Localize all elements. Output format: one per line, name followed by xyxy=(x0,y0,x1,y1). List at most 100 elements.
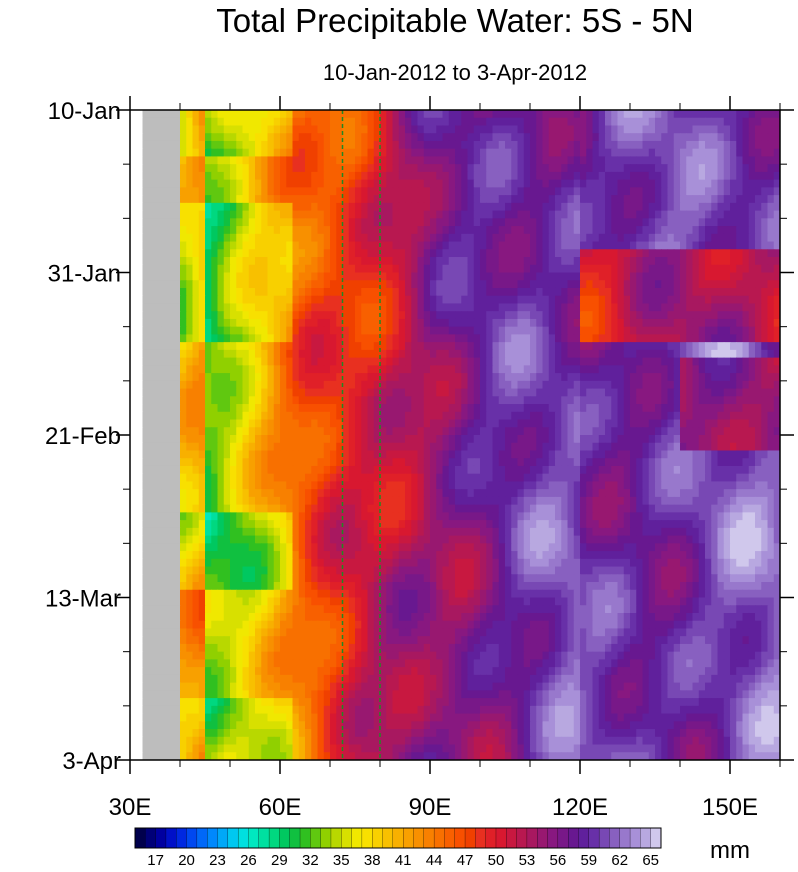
heatmap-cell xyxy=(142,388,150,397)
heatmap-cell xyxy=(292,295,300,305)
heatmap-cell xyxy=(180,303,187,312)
heatmap-cell xyxy=(661,388,669,397)
heatmap-cell xyxy=(467,125,475,134)
heatmap-cell xyxy=(423,450,431,459)
heatmap-cell xyxy=(586,435,594,444)
heatmap-cell xyxy=(498,318,506,328)
heatmap-cell xyxy=(273,241,281,250)
heatmap-cell xyxy=(730,365,737,374)
heatmap-cell xyxy=(561,241,569,250)
heatmap-cell xyxy=(611,380,619,390)
heatmap-cell xyxy=(342,117,350,127)
heatmap-cell xyxy=(155,318,162,328)
heatmap-cell xyxy=(336,396,344,405)
heatmap-cell xyxy=(198,450,206,459)
heatmap-cell xyxy=(392,233,400,243)
heatmap-cell xyxy=(736,125,744,134)
heatmap-cell xyxy=(280,202,287,212)
heatmap-cell xyxy=(648,218,656,227)
heatmap-cell xyxy=(180,311,187,320)
heatmap-cell xyxy=(536,380,544,390)
heatmap-cell xyxy=(467,202,475,212)
heatmap-cell xyxy=(317,373,325,382)
heatmap-cell xyxy=(348,411,356,421)
heatmap-cell xyxy=(711,450,719,459)
heatmap-cell xyxy=(742,110,750,119)
heatmap-cell xyxy=(680,334,687,343)
heatmap-cell xyxy=(223,241,231,250)
heatmap-cell xyxy=(586,257,594,266)
heatmap-cell xyxy=(355,365,362,374)
heatmap-cell xyxy=(136,481,144,490)
heatmap-cell xyxy=(605,241,612,250)
heatmap-cell xyxy=(261,202,269,212)
heatmap-cell xyxy=(461,241,469,250)
heatmap-cell xyxy=(717,210,725,219)
heatmap-cell xyxy=(705,210,712,219)
heatmap-cell xyxy=(330,117,337,127)
heatmap-cell xyxy=(530,465,537,475)
heatmap-cell xyxy=(561,473,569,483)
heatmap-cell xyxy=(498,442,506,452)
heatmap-cell xyxy=(567,179,575,188)
heatmap-cell xyxy=(761,357,769,366)
heatmap-cell xyxy=(442,404,450,413)
heatmap-cell xyxy=(305,117,312,127)
heatmap-cell xyxy=(130,303,137,312)
heatmap-cell xyxy=(248,450,256,459)
heatmap-cell xyxy=(711,473,719,483)
heatmap-cell xyxy=(723,218,731,227)
heatmap-cell xyxy=(180,140,187,150)
heatmap-cell xyxy=(405,264,412,274)
heatmap-cell xyxy=(723,148,731,158)
heatmap-cell xyxy=(198,435,206,444)
heatmap-cell xyxy=(136,442,144,452)
heatmap-cell xyxy=(686,318,694,328)
heatmap-cell xyxy=(698,133,706,142)
heatmap-cell xyxy=(617,450,625,459)
heatmap-cell xyxy=(361,241,369,250)
heatmap-cell xyxy=(555,148,562,158)
heatmap-cell xyxy=(267,458,275,467)
heatmap-cell xyxy=(311,411,319,421)
heatmap-cell xyxy=(311,210,319,219)
heatmap-cell xyxy=(523,272,531,281)
heatmap-cell xyxy=(261,427,269,436)
heatmap-cell xyxy=(223,287,231,297)
heatmap-cell xyxy=(348,380,356,390)
heatmap-cell xyxy=(498,342,506,351)
heatmap-cell xyxy=(448,435,456,444)
heatmap-cell xyxy=(555,226,562,235)
heatmap-cell xyxy=(336,164,344,173)
heatmap-cell xyxy=(692,435,700,444)
heatmap-cell xyxy=(561,202,569,212)
heatmap-cell xyxy=(511,465,519,475)
heatmap-cell xyxy=(398,125,406,134)
heatmap-cell xyxy=(336,156,344,165)
heatmap-cell xyxy=(767,140,775,150)
heatmap-cell xyxy=(280,295,287,305)
heatmap-cell xyxy=(748,318,756,328)
heatmap-cell xyxy=(236,257,244,266)
heatmap-cell xyxy=(311,133,319,142)
heatmap-cell xyxy=(636,241,644,250)
heatmap-cell xyxy=(667,249,675,258)
heatmap-cell xyxy=(555,349,562,359)
heatmap-cell xyxy=(155,380,162,390)
heatmap-cell xyxy=(386,171,394,181)
heatmap-cell xyxy=(648,257,656,266)
heatmap-cell xyxy=(630,241,637,250)
heatmap-cell xyxy=(198,303,206,312)
heatmap-cell xyxy=(736,280,744,289)
heatmap-cell xyxy=(505,272,512,281)
heatmap-cell xyxy=(330,373,337,382)
heatmap-cell xyxy=(273,202,281,212)
heatmap-cell xyxy=(636,349,644,359)
heatmap-cell xyxy=(467,148,475,158)
heatmap-cell xyxy=(211,202,219,212)
heatmap-cell xyxy=(311,202,319,212)
heatmap-cell xyxy=(511,210,519,219)
heatmap-cell xyxy=(561,365,569,374)
heatmap-cell xyxy=(636,133,644,142)
heatmap-cell xyxy=(355,419,362,428)
